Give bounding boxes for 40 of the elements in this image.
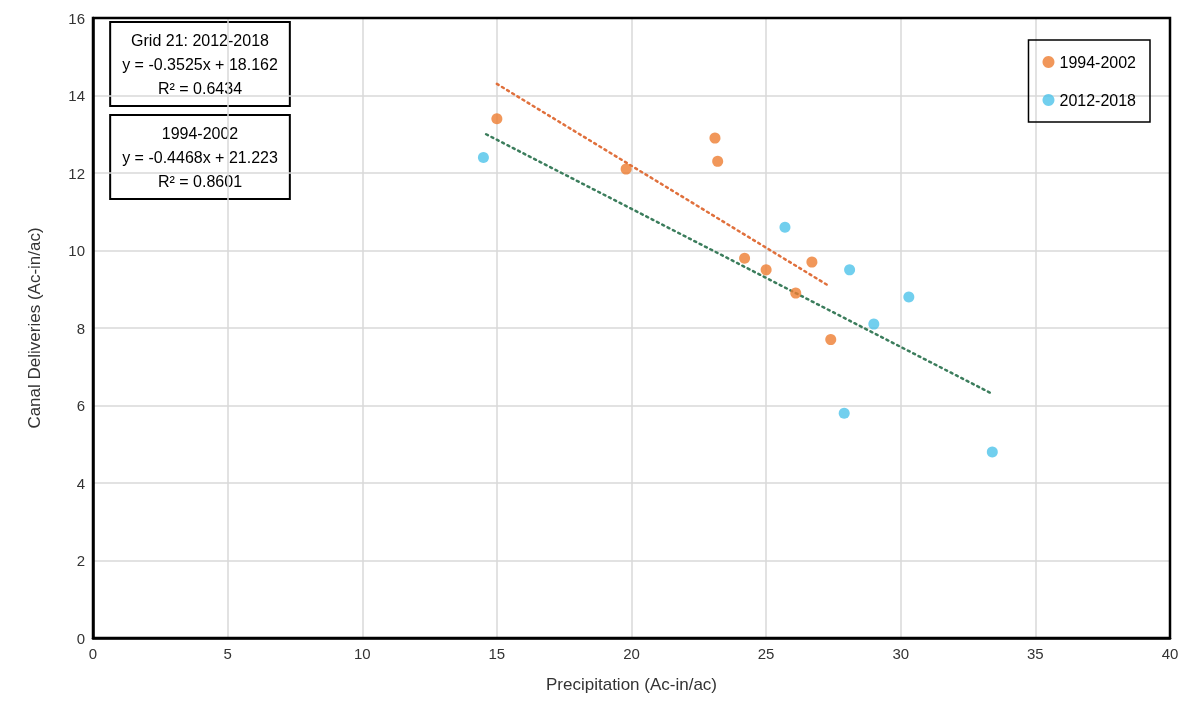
point: [491, 113, 503, 125]
point: [779, 221, 791, 233]
x-tick-label: 30: [892, 645, 910, 662]
annotation: 1994-2002 y = -0.4468x + 21.223 R² = 0.8601: [122, 124, 278, 190]
y-tick-label: 10: [68, 242, 85, 259]
legend-label: 2012-2018: [1059, 91, 1137, 109]
point: [620, 163, 632, 175]
point: [903, 291, 915, 303]
x-tick-label: 10: [353, 645, 371, 662]
x-tick-label: 0: [88, 645, 98, 662]
y-tick-label: 8: [76, 319, 85, 337]
x-tick-label: 5: [223, 645, 232, 662]
point: [709, 132, 721, 144]
y-tick-label: 12: [68, 164, 85, 182]
point: [477, 152, 489, 163]
point: [790, 287, 802, 299]
y-tick-label: 16: [68, 9, 85, 27]
x-tick-label: 20: [623, 645, 640, 662]
point: [712, 155, 724, 167]
point: [838, 407, 850, 419]
x-tick-label: 15: [488, 645, 506, 662]
y-tick-label: 14: [68, 87, 85, 104]
x-axis-title: Precipitation (Ac-in/ac): [545, 675, 718, 694]
y-axis-title: Canal Deliveries (Ac-in/ac): [25, 227, 44, 429]
point: [844, 264, 856, 276]
y-tick-label: 0: [76, 629, 85, 647]
y-tick-label: 6: [76, 397, 85, 414]
point: [986, 446, 998, 458]
y-tick-label: 4: [76, 474, 85, 492]
annotation: Grid 21: 2012-2018 y = -0.3525x + 18.162 R² = 0.6434: [122, 31, 278, 97]
x-tick-label: 25: [757, 645, 775, 662]
point: [825, 334, 837, 346]
point: [760, 264, 772, 276]
point: [739, 252, 751, 264]
y-tick-label: 2: [76, 552, 85, 569]
point: [868, 318, 880, 330]
legend-label: 1994-2002: [1059, 53, 1137, 71]
x-tick-label: 35: [1027, 645, 1044, 662]
x-tick-label: 40: [1161, 645, 1179, 662]
point: [806, 256, 818, 268]
